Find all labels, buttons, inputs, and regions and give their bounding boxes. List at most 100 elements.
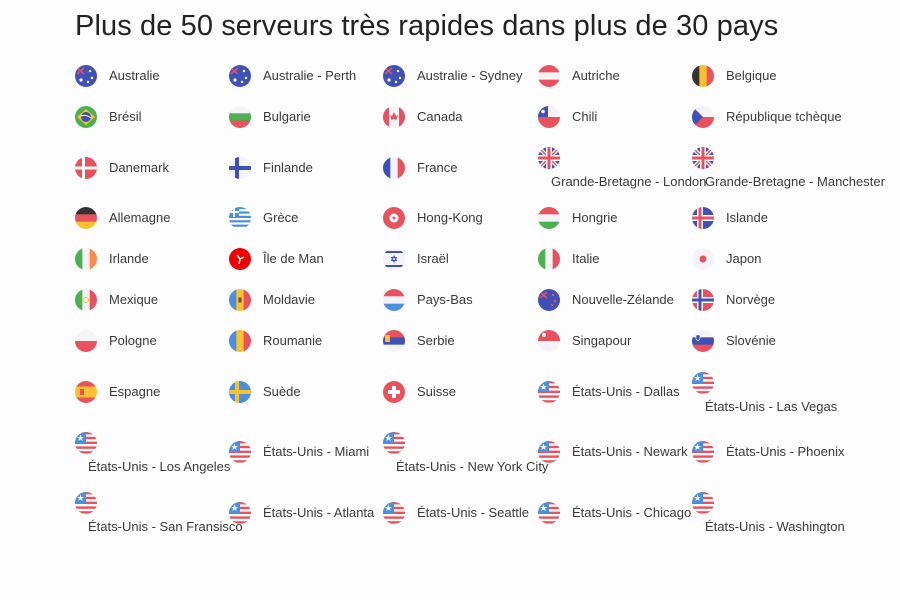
server-label: États-Unis - Las Vegas — [705, 399, 838, 414]
server-label: Danemark — [109, 160, 169, 175]
server-label: République tchèque — [726, 109, 842, 124]
server-label: Île de Man — [263, 251, 324, 266]
server-label: France — [417, 160, 458, 175]
austria-flag-icon — [538, 65, 560, 87]
server-label: Suède — [263, 384, 301, 399]
server-label: Japon — [726, 251, 762, 266]
chile-flag-icon — [538, 106, 560, 128]
server-label: Brésil — [109, 109, 142, 124]
server-label: Autriche — [572, 68, 620, 83]
server-label: Hong-Kong — [417, 210, 483, 225]
japan-flag-icon — [692, 248, 714, 270]
norway-flag-icon — [692, 289, 714, 311]
usa-flag-icon — [383, 502, 405, 524]
server-label: Italie — [572, 251, 600, 266]
netherlands-flag-icon — [383, 289, 405, 311]
moldova-flag-icon — [229, 289, 251, 311]
server-label: États-Unis - New York City — [396, 459, 549, 474]
server-label: États-Unis - Chicago — [572, 505, 692, 520]
brazil-flag-icon — [75, 106, 97, 128]
server-label: Australie - Sydney — [417, 68, 523, 83]
usa-flag-icon — [538, 502, 560, 524]
bulgaria-flag-icon — [229, 106, 251, 128]
serbia-flag-icon — [383, 330, 405, 352]
czech-flag-icon — [692, 106, 714, 128]
server-label: Belgique — [726, 68, 777, 83]
server-label: États-Unis - Seattle — [417, 505, 529, 520]
canada-flag-icon — [383, 106, 405, 128]
finland-flag-icon — [229, 157, 251, 179]
server-label: Nouvelle-Zélande — [572, 292, 674, 307]
belgium-flag-icon — [692, 65, 714, 87]
server-label: Suisse — [417, 384, 457, 399]
server-label: Slovénie — [726, 333, 776, 348]
server-label: Chili — [572, 109, 598, 124]
server-label: Serbie — [417, 333, 455, 348]
usa-flag-icon — [692, 441, 714, 463]
usa-flag-icon — [692, 372, 714, 394]
australia-flag-icon — [75, 65, 97, 87]
server-label: Pologne — [109, 333, 157, 348]
iceland-flag-icon — [692, 207, 714, 229]
isle-of-man-flag-icon — [229, 248, 251, 270]
server-label: Norvège — [726, 292, 776, 307]
hungary-flag-icon — [538, 207, 560, 229]
switzerland-flag-icon — [383, 381, 405, 403]
usa-flag-icon — [692, 492, 714, 514]
usa-flag-icon — [75, 492, 97, 514]
denmark-flag-icon — [75, 157, 97, 179]
server-label: Israël — [417, 251, 449, 266]
server-label: Grande-Bretagne - London — [551, 174, 707, 189]
server-label: États-Unis - Newark — [572, 444, 688, 459]
italy-flag-icon — [538, 248, 560, 270]
server-label: Roumanie — [263, 333, 323, 348]
server-label: Pays-Bas — [417, 292, 473, 307]
server-label: Grèce — [263, 210, 299, 225]
server-label: États-Unis - Atlanta — [263, 505, 375, 520]
server-label: États-Unis - Los Angeles — [88, 459, 231, 474]
server-label: Grande-Bretagne - Manchester — [705, 174, 885, 189]
slovenia-flag-icon — [692, 330, 714, 352]
mexico-flag-icon — [75, 289, 97, 311]
singapore-flag-icon — [538, 330, 560, 352]
usa-flag-icon — [538, 381, 560, 403]
sweden-flag-icon — [229, 381, 251, 403]
australia-flag-icon — [383, 65, 405, 87]
server-label: États-Unis - Washington — [705, 519, 845, 534]
server-label: Allemagne — [109, 210, 171, 225]
server-label: Australie — [109, 68, 160, 83]
server-label: Singapour — [572, 333, 632, 348]
australia-flag-icon — [229, 65, 251, 87]
uk-flag-icon — [692, 147, 714, 169]
server-label: Irlande — [109, 251, 149, 266]
server-label: Finlande — [263, 160, 313, 175]
server-label: Moldavie — [263, 292, 316, 307]
greece-flag-icon — [229, 207, 251, 229]
hong-kong-flag-icon — [383, 207, 405, 229]
israel-flag-icon — [383, 248, 405, 270]
usa-flag-icon — [229, 441, 251, 463]
server-label: États-Unis - Phoenix — [726, 444, 845, 459]
server-label: Australie - Perth — [263, 68, 357, 83]
usa-flag-icon — [538, 441, 560, 463]
poland-flag-icon — [75, 330, 97, 352]
server-label: Espagne — [109, 384, 161, 399]
server-label: Mexique — [109, 292, 159, 307]
usa-flag-icon — [229, 502, 251, 524]
server-label: Bulgarie — [263, 109, 311, 124]
france-flag-icon — [383, 157, 405, 179]
new-zealand-flag-icon — [538, 289, 560, 311]
server-label: États-Unis - San Fransisco — [88, 519, 243, 534]
page-title: Plus de 50 serveurs très rapides dans pl… — [75, 10, 779, 42]
germany-flag-icon — [75, 207, 97, 229]
spain-flag-icon — [75, 381, 97, 403]
ireland-flag-icon — [75, 248, 97, 270]
server-label: États-Unis - Miami — [263, 444, 370, 459]
server-label: Islande — [726, 210, 768, 225]
server-label: Canada — [417, 109, 463, 124]
server-label: Hongrie — [572, 210, 618, 225]
romania-flag-icon — [229, 330, 251, 352]
uk-flag-icon — [538, 147, 560, 169]
server-label: États-Unis - Dallas — [572, 384, 680, 399]
usa-flag-icon — [75, 432, 97, 454]
